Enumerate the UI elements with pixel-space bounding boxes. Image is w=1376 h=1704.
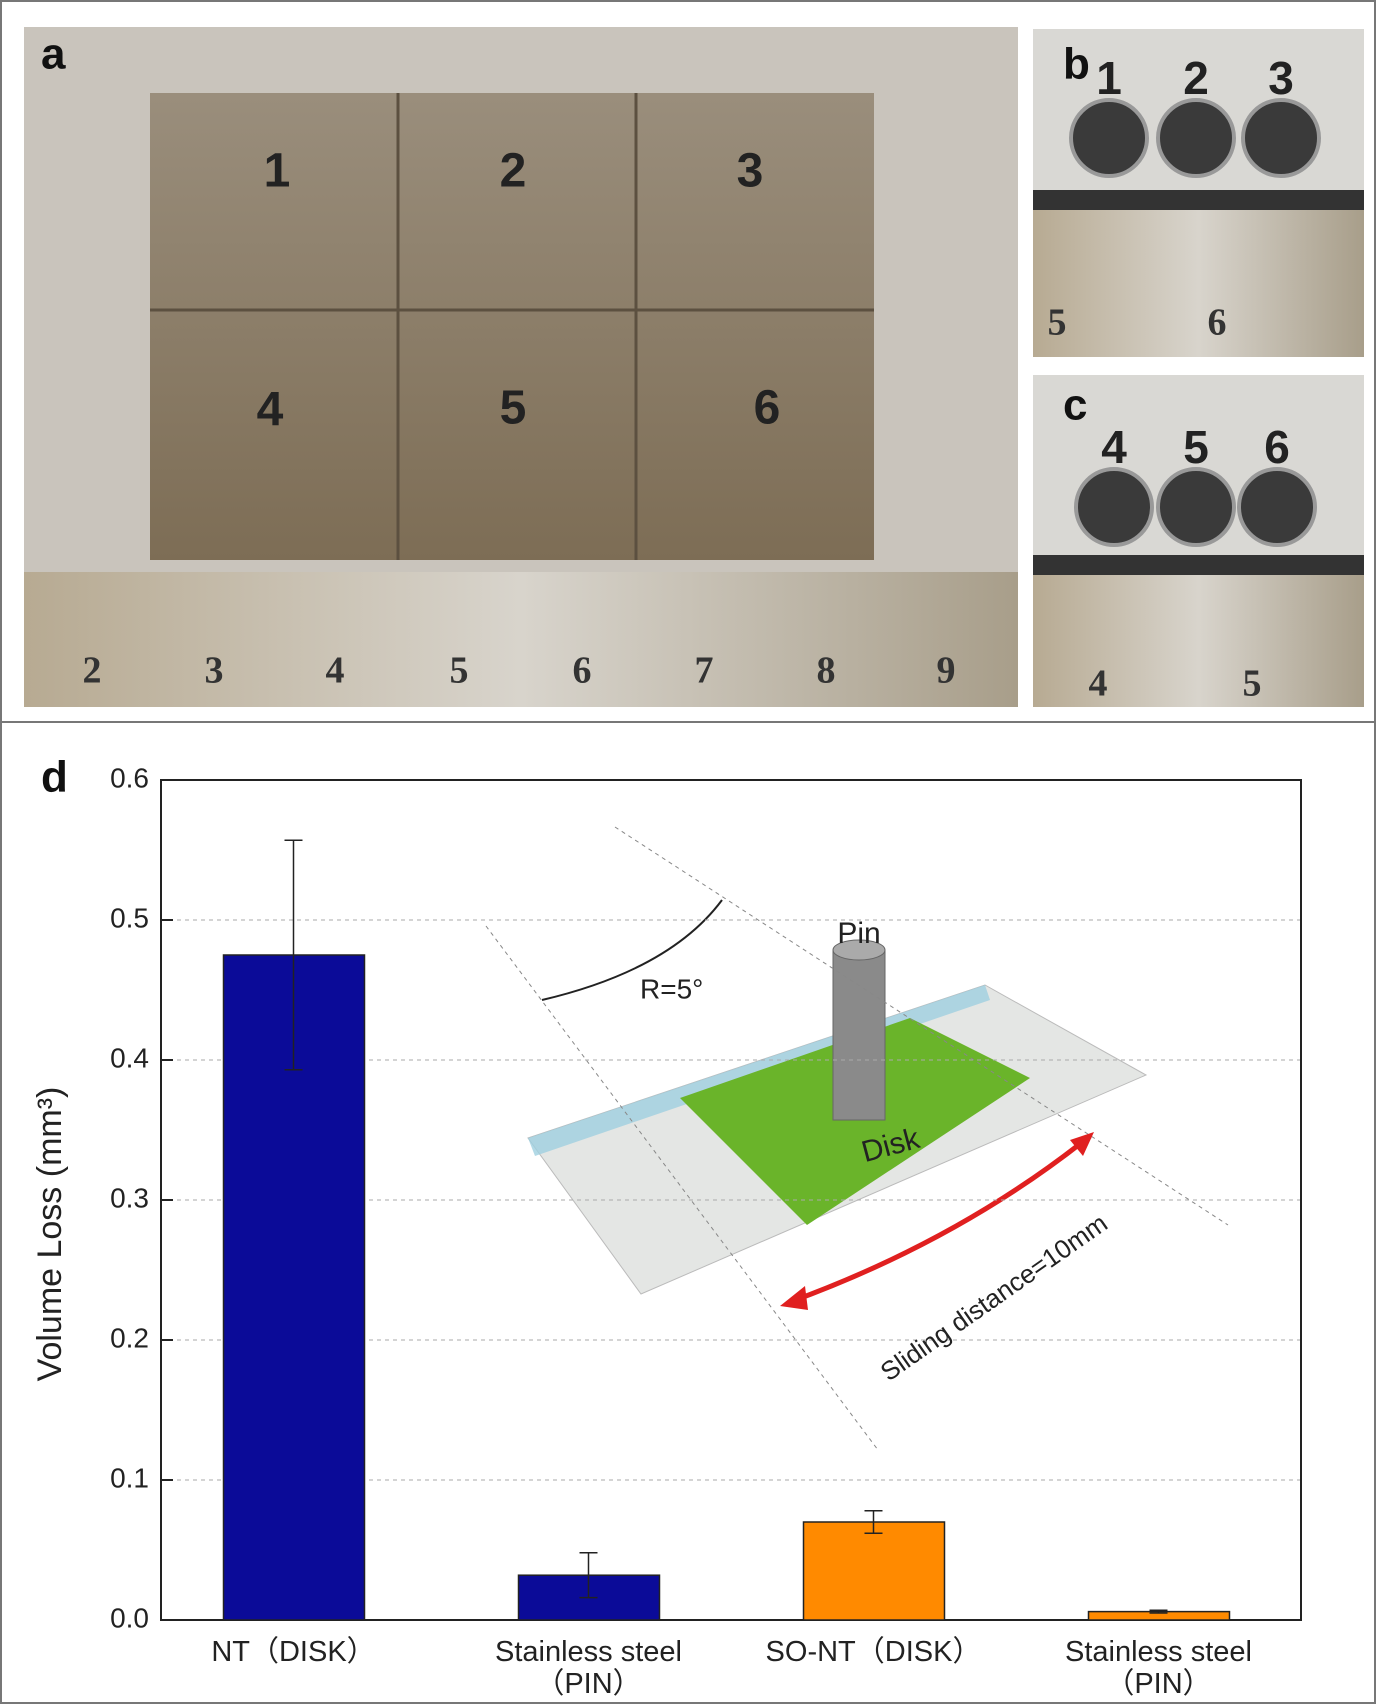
x-tick-label: Stainless steel （PIN） — [1019, 1636, 1299, 1700]
ruler-edge — [1033, 190, 1364, 210]
inset-label: Sliding distance=10mm — [875, 1208, 1113, 1387]
ruler-number: 5 — [1048, 302, 1067, 344]
sample-number: 4 — [1101, 421, 1127, 473]
x-tick-label: NT（DISK） — [154, 1636, 434, 1668]
y-tick-label: 0.4 — [110, 1042, 149, 1073]
sample-number: 1 — [1096, 52, 1122, 104]
pin-end — [1071, 100, 1147, 176]
ruler-number: 6 — [573, 650, 592, 692]
pin-end — [1158, 469, 1234, 545]
y-tick-label: 0.1 — [110, 1462, 149, 1493]
panel-label: b — [1063, 40, 1090, 89]
sample-number: 5 — [1183, 421, 1209, 473]
ruler-number: 4 — [326, 650, 345, 692]
x-tick-label: SO-NT（DISK） — [734, 1636, 1014, 1668]
panel-label: d — [41, 753, 68, 802]
ruler-number: 5 — [450, 650, 469, 692]
ruler-edge — [1033, 555, 1364, 575]
pin-end — [1243, 100, 1319, 176]
ruler — [1033, 190, 1364, 357]
sample-number: 5 — [500, 382, 527, 435]
ruler-number: 9 — [937, 650, 956, 692]
pin-end — [1158, 100, 1234, 176]
page: a12345623456789b12356c45645d0.00.10.20.3… — [0, 0, 1376, 1704]
figure: a12345623456789b12356c45645d0.00.10.20.3… — [0, 0, 1376, 1704]
y-tick-label: 0.5 — [110, 902, 149, 933]
sample-number: 1 — [264, 145, 291, 198]
ruler-number: 4 — [1089, 663, 1108, 705]
y-tick-label: 0.0 — [110, 1602, 149, 1633]
pin-end — [1076, 469, 1152, 545]
ruler-number: 3 — [205, 650, 224, 692]
sample-number: 6 — [754, 382, 781, 435]
sample-number: 2 — [1183, 52, 1209, 104]
sample-number: 3 — [737, 145, 764, 198]
sample-number: 4 — [257, 384, 284, 437]
ruler — [24, 572, 1018, 707]
y-axis-label: Volume Loss (mm³) — [31, 1087, 69, 1382]
ruler — [1033, 555, 1364, 707]
ruler-number: 6 — [1208, 302, 1227, 344]
ruler-number: 2 — [83, 650, 102, 692]
sample-number: 3 — [1268, 52, 1294, 104]
ruler-number: 8 — [817, 650, 836, 692]
y-tick-label: 0.3 — [110, 1182, 149, 1213]
sample-number: 6 — [1264, 421, 1290, 473]
y-tick-label: 0.2 — [110, 1322, 149, 1353]
pin-end — [1239, 469, 1315, 545]
inset-label: Pin — [837, 917, 880, 950]
y-tick-label: 0.6 — [110, 762, 149, 793]
inset-label: R=5° — [640, 973, 703, 1004]
x-tick-label: Stainless steel （PIN） — [449, 1636, 729, 1700]
bar — [804, 1522, 945, 1620]
panel-label: c — [1063, 381, 1087, 430]
ruler-number: 7 — [695, 650, 714, 692]
panel-label: a — [41, 30, 66, 79]
sample-number: 2 — [500, 145, 527, 198]
ruler-number: 5 — [1243, 663, 1262, 705]
